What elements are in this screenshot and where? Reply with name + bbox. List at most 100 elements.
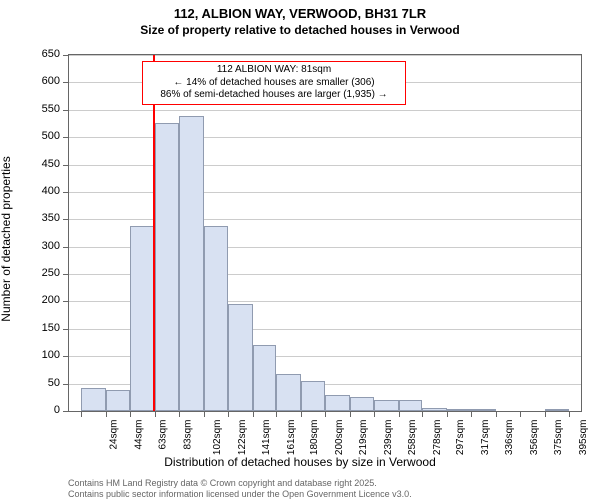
x-tick xyxy=(228,412,229,417)
y-tick-label: 450 xyxy=(42,158,60,170)
x-tick-label: 102sqm xyxy=(212,420,223,456)
histogram-bar xyxy=(471,409,496,411)
y-tick xyxy=(63,247,68,248)
y-tick xyxy=(63,82,68,83)
x-tick-label: 180sqm xyxy=(309,420,320,456)
annotation-box: 112 ALBION WAY: 81sqm ← 14% of detached … xyxy=(142,61,406,105)
x-tick-label: 258sqm xyxy=(407,420,418,456)
x-tick-label: 317sqm xyxy=(480,420,491,456)
y-tick xyxy=(63,384,68,385)
x-tick xyxy=(545,412,546,417)
y-tick-label: 50 xyxy=(48,377,60,389)
histogram-bar xyxy=(179,116,204,411)
x-tick xyxy=(496,412,497,417)
x-tick-label: 44sqm xyxy=(134,420,145,450)
histogram-bar xyxy=(253,345,277,411)
gridline xyxy=(69,192,581,193)
histogram-bar xyxy=(447,409,471,411)
footer: Contains HM Land Registry data © Crown c… xyxy=(68,478,412,500)
x-tick-label: 141sqm xyxy=(261,420,272,456)
gridline xyxy=(69,55,581,56)
y-tick xyxy=(63,137,68,138)
x-axis-title: Distribution of detached houses by size … xyxy=(0,455,600,469)
chart-title-line2: Size of property relative to detached ho… xyxy=(0,23,600,37)
x-tick xyxy=(179,412,180,417)
x-tick-label: 239sqm xyxy=(383,420,394,456)
histogram-bar xyxy=(228,304,253,411)
gridline xyxy=(69,219,581,220)
marker-line xyxy=(153,55,155,411)
y-tick-label: 600 xyxy=(42,75,60,87)
y-tick-label: 350 xyxy=(42,212,60,224)
x-tick xyxy=(447,412,448,417)
x-tick xyxy=(471,412,472,417)
histogram-bar xyxy=(204,226,228,411)
histogram-bar xyxy=(301,381,325,411)
annotation-line1: 112 ALBION WAY: 81sqm xyxy=(149,64,399,77)
y-tick-label: 150 xyxy=(42,322,60,334)
y-axis-title: Number of detached properties xyxy=(0,156,13,321)
x-tick xyxy=(569,412,570,417)
y-tick xyxy=(63,329,68,330)
y-tick-label: 500 xyxy=(42,130,60,142)
x-tick xyxy=(106,412,107,417)
x-tick xyxy=(520,412,521,417)
plot-area: 112 ALBION WAY: 81sqm ← 14% of detached … xyxy=(68,54,582,412)
histogram-bar xyxy=(374,400,399,411)
x-tick xyxy=(155,412,156,417)
y-tick xyxy=(63,165,68,166)
gridline xyxy=(69,110,581,111)
x-tick xyxy=(301,412,302,417)
y-tick xyxy=(63,55,68,56)
histogram-bar xyxy=(545,409,569,411)
histogram-bar xyxy=(106,390,130,411)
x-tick-label: 336sqm xyxy=(504,420,515,456)
x-tick-label: 219sqm xyxy=(358,420,369,456)
x-tick xyxy=(325,412,326,417)
x-tick-label: 83sqm xyxy=(183,420,194,450)
gridline xyxy=(69,165,581,166)
x-tick-label: 161sqm xyxy=(286,420,297,456)
x-tick-label: 200sqm xyxy=(334,420,345,456)
x-tick xyxy=(374,412,375,417)
histogram-bar xyxy=(350,397,374,411)
chart-container: 112, ALBION WAY, VERWOOD, BH31 7LR Size … xyxy=(0,0,600,500)
gridline xyxy=(69,137,581,138)
x-tick-label: 395sqm xyxy=(578,420,589,456)
x-tick-label: 278sqm xyxy=(432,420,443,456)
histogram-bar xyxy=(130,226,155,411)
histogram-bar xyxy=(325,395,350,411)
y-tick-label: 650 xyxy=(42,48,60,60)
x-tick xyxy=(276,412,277,417)
y-tick-label: 550 xyxy=(42,103,60,115)
annotation-line2: ← 14% of detached houses are smaller (30… xyxy=(149,77,399,90)
y-tick-label: 300 xyxy=(42,240,60,252)
histogram-bar xyxy=(422,408,447,411)
x-tick xyxy=(422,412,423,417)
histogram-bar xyxy=(155,123,179,411)
y-tick-label: 250 xyxy=(42,267,60,279)
x-tick-label: 24sqm xyxy=(109,420,120,450)
annotation-line3: 86% of semi-detached houses are larger (… xyxy=(149,89,399,102)
y-tick xyxy=(63,219,68,220)
x-tick-label: 375sqm xyxy=(553,420,564,456)
y-tick-label: 400 xyxy=(42,185,60,197)
footer-line2: Contains public sector information licen… xyxy=(68,489,412,500)
y-tick xyxy=(63,192,68,193)
x-tick xyxy=(130,412,131,417)
x-tick xyxy=(399,412,400,417)
x-tick-label: 297sqm xyxy=(455,420,466,456)
y-tick xyxy=(63,274,68,275)
x-tick xyxy=(204,412,205,417)
y-tick-label: 100 xyxy=(42,349,60,361)
histogram-bar xyxy=(276,374,301,411)
histogram-bar xyxy=(399,400,423,411)
footer-line1: Contains HM Land Registry data © Crown c… xyxy=(68,478,412,489)
y-tick xyxy=(63,110,68,111)
x-tick-label: 356sqm xyxy=(529,420,540,456)
x-tick xyxy=(253,412,254,417)
y-tick-label: 0 xyxy=(54,404,60,416)
y-tick xyxy=(63,301,68,302)
x-tick xyxy=(350,412,351,417)
x-tick-label: 63sqm xyxy=(158,420,169,450)
